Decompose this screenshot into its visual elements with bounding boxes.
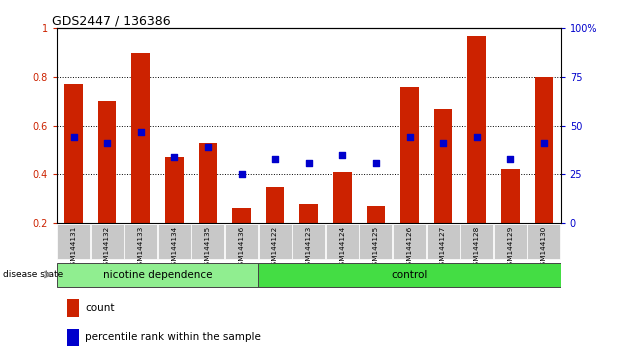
Text: GSM144123: GSM144123: [306, 226, 312, 270]
Point: [270, 156, 280, 161]
Point: [438, 140, 448, 146]
Text: GSM144128: GSM144128: [474, 226, 479, 270]
Point: [505, 156, 515, 161]
Text: GSM144130: GSM144130: [541, 226, 547, 270]
Bar: [232, 209, 251, 223]
Text: GSM144125: GSM144125: [373, 226, 379, 270]
Point: [337, 152, 347, 158]
FancyBboxPatch shape: [494, 224, 527, 259]
FancyBboxPatch shape: [57, 263, 258, 287]
Text: GSM144124: GSM144124: [340, 226, 345, 270]
Point: [539, 140, 549, 146]
Bar: [333, 172, 352, 223]
Text: count: count: [86, 303, 115, 313]
FancyBboxPatch shape: [427, 224, 459, 259]
FancyBboxPatch shape: [461, 224, 493, 259]
FancyBboxPatch shape: [258, 263, 561, 287]
Bar: [434, 109, 452, 223]
Text: GSM144129: GSM144129: [507, 226, 513, 270]
Bar: [198, 143, 217, 223]
Bar: [132, 53, 150, 223]
FancyBboxPatch shape: [292, 224, 325, 259]
Text: GSM144126: GSM144126: [406, 226, 413, 270]
FancyBboxPatch shape: [225, 224, 258, 259]
Point: [236, 172, 246, 177]
Point: [102, 140, 112, 146]
Text: percentile rank within the sample: percentile rank within the sample: [86, 332, 261, 342]
Bar: [165, 157, 183, 223]
Bar: [400, 87, 419, 223]
Text: GSM144122: GSM144122: [272, 226, 278, 270]
FancyBboxPatch shape: [192, 224, 224, 259]
Text: disease state: disease state: [3, 270, 63, 279]
Bar: [535, 77, 553, 223]
FancyBboxPatch shape: [326, 224, 358, 259]
Text: GSM144134: GSM144134: [171, 226, 177, 270]
Text: GSM144131: GSM144131: [71, 226, 76, 270]
Text: GDS2447 / 136386: GDS2447 / 136386: [52, 14, 170, 27]
Text: GSM144132: GSM144132: [104, 226, 110, 270]
Bar: [64, 84, 83, 223]
Text: GSM144136: GSM144136: [239, 226, 244, 270]
Bar: [67, 329, 79, 346]
FancyBboxPatch shape: [91, 224, 123, 259]
FancyBboxPatch shape: [527, 224, 560, 259]
Bar: [98, 101, 117, 223]
Point: [135, 129, 146, 134]
Bar: [467, 36, 486, 223]
Text: GSM144127: GSM144127: [440, 226, 446, 270]
FancyBboxPatch shape: [57, 224, 90, 259]
Bar: [299, 204, 318, 223]
FancyBboxPatch shape: [158, 224, 191, 259]
Point: [304, 160, 314, 166]
Point: [404, 135, 415, 140]
Point: [169, 154, 180, 160]
Point: [203, 144, 213, 150]
Point: [69, 135, 79, 140]
Bar: [266, 187, 284, 223]
Point: [472, 135, 482, 140]
FancyBboxPatch shape: [259, 224, 292, 259]
FancyBboxPatch shape: [393, 224, 426, 259]
FancyBboxPatch shape: [124, 224, 157, 259]
Bar: [501, 170, 520, 223]
Point: [371, 160, 381, 166]
FancyBboxPatch shape: [360, 224, 392, 259]
Text: GSM144133: GSM144133: [138, 226, 144, 270]
Bar: [67, 299, 79, 317]
Text: control: control: [391, 270, 428, 280]
Text: GSM144135: GSM144135: [205, 226, 211, 270]
Bar: [367, 206, 385, 223]
Text: nicotine dependence: nicotine dependence: [103, 270, 212, 280]
